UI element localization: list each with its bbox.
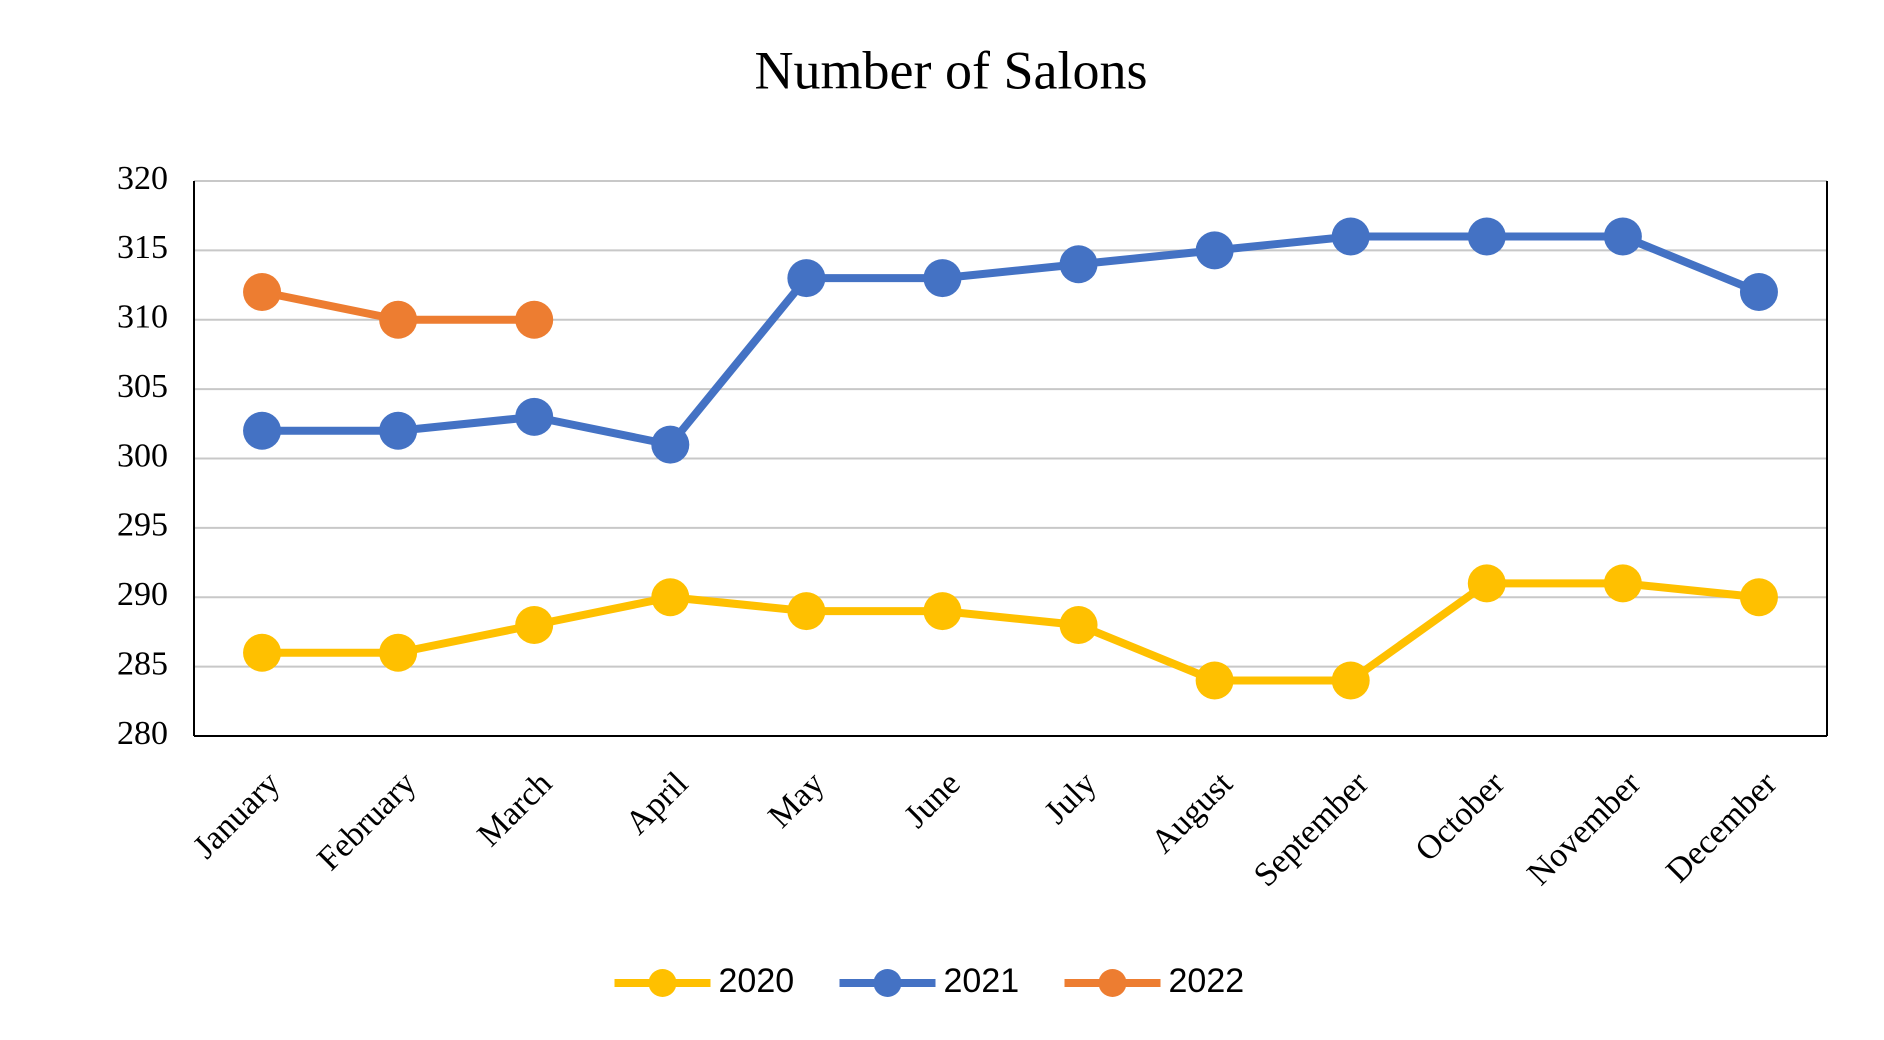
y-tick-label: 280 <box>117 715 168 752</box>
data-point <box>923 259 962 298</box>
x-tick-label: February <box>310 765 423 878</box>
data-point <box>1603 564 1642 603</box>
data-point <box>243 411 282 450</box>
data-point <box>515 606 554 644</box>
x-tick-label: August <box>1144 765 1240 861</box>
legend-marker <box>1098 969 1127 997</box>
x-tick-label: January <box>186 765 287 866</box>
data-point <box>651 578 690 617</box>
y-tick-label: 315 <box>117 229 168 266</box>
data-point <box>1059 245 1098 284</box>
data-point <box>515 300 554 339</box>
data-point <box>1467 217 1506 256</box>
data-point <box>1195 231 1234 270</box>
data-point <box>1739 578 1778 617</box>
data-point <box>379 300 418 339</box>
y-tick-label: 295 <box>117 507 168 544</box>
x-tick-label: September <box>1247 765 1376 894</box>
data-point <box>1195 661 1234 700</box>
x-tick-label: March <box>470 765 559 854</box>
data-point <box>379 411 418 450</box>
data-point <box>1331 661 1370 700</box>
data-point <box>1059 606 1098 644</box>
chart-title: Number of Salons <box>755 40 1148 100</box>
y-tick-label: 320 <box>117 160 168 197</box>
x-tick-label: October <box>1408 765 1512 869</box>
legend-label: 2022 <box>1169 962 1245 1000</box>
y-tick-label: 305 <box>117 368 168 405</box>
series-line <box>262 579 1760 685</box>
y-tick-label: 300 <box>117 437 168 474</box>
data-point <box>515 397 554 436</box>
x-tick-label: June <box>897 765 967 835</box>
x-tick-label: May <box>761 765 831 835</box>
x-tick-label: December <box>1659 765 1784 890</box>
legend-marker <box>873 969 902 997</box>
data-point <box>379 633 418 672</box>
data-point <box>923 592 962 631</box>
y-tick-label: 310 <box>117 299 168 336</box>
data-point <box>787 592 826 631</box>
data-point <box>787 259 826 298</box>
legend-label: 2021 <box>944 962 1020 1000</box>
data-point <box>1467 564 1506 603</box>
data-point <box>651 425 690 464</box>
x-tick-label: July <box>1037 765 1103 831</box>
legend-label: 2020 <box>719 962 795 1000</box>
x-tick-label: April <box>619 765 696 842</box>
legend-marker <box>648 969 677 997</box>
data-point <box>243 273 282 311</box>
data-point <box>243 633 282 672</box>
x-tick-label: November <box>1520 765 1648 893</box>
y-tick-label: 285 <box>117 645 168 682</box>
data-point <box>1739 273 1778 311</box>
series-line <box>262 232 1761 449</box>
data-point <box>1603 217 1642 256</box>
data-point <box>1331 217 1370 256</box>
y-tick-label: 290 <box>117 576 168 613</box>
